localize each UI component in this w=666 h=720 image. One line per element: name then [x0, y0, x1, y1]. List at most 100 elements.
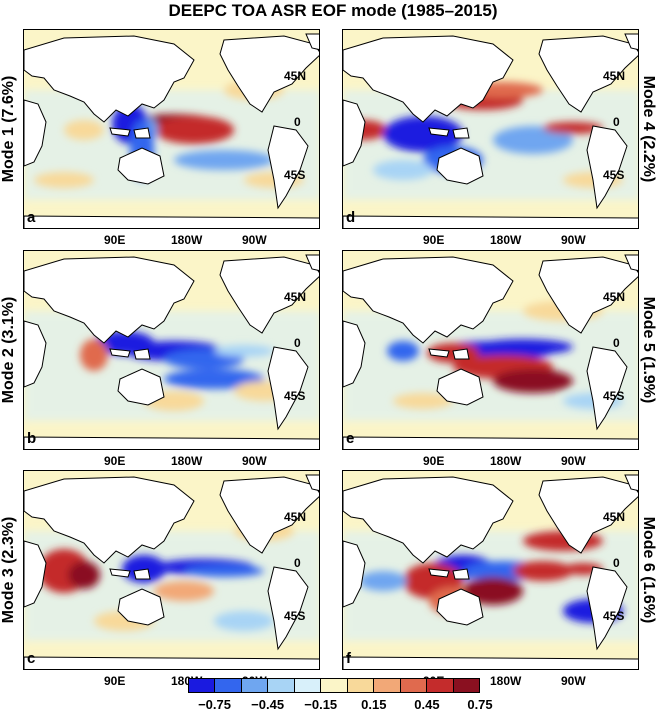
- landmass: [343, 656, 638, 669]
- landmass: [117, 368, 165, 406]
- landmass: [24, 215, 319, 228]
- landmass: [586, 346, 628, 431]
- colorbar-tick-label: −0.15: [304, 697, 338, 712]
- landmass: [24, 436, 319, 449]
- colorbar-swatch: [374, 679, 401, 692]
- landmass: [305, 474, 319, 492]
- landmass: [428, 568, 470, 580]
- landmass: [343, 99, 366, 167]
- lat-tick-label: 45N: [603, 510, 626, 524]
- map-field-b: [24, 251, 319, 449]
- panel-letter: e: [346, 430, 355, 447]
- landmass: [436, 147, 484, 185]
- landmass: [586, 125, 628, 210]
- lon-tick-label: 90E: [104, 454, 126, 468]
- landmass: [624, 33, 638, 51]
- lon-tick-label: 180W: [171, 454, 203, 468]
- mode-label: Mode 6 (1.6%): [640, 516, 657, 624]
- colorbar-swatch: [294, 679, 322, 692]
- map-e: [342, 250, 639, 450]
- figure-title: DEEPC TOA ASR EOF mode (1985–2015): [168, 1, 498, 20]
- lon-tick-label: 90W: [242, 233, 267, 247]
- lat-tick-label: 45S: [603, 168, 625, 182]
- lon-tick-label: 90W: [242, 454, 267, 468]
- lat-tick-label: 45N: [284, 69, 307, 83]
- lon-tick-label: 90W: [561, 454, 586, 468]
- landmass: [109, 127, 151, 139]
- map-b: [23, 250, 320, 450]
- mode-label: Mode 2 (3.1%): [0, 296, 17, 404]
- landmass: [343, 320, 366, 388]
- panel-letter: b: [27, 430, 37, 447]
- landmass: [109, 568, 151, 580]
- lat-tick-label: 0: [294, 336, 301, 350]
- colorbar-tick-label: −0.45: [251, 697, 285, 712]
- lat-tick-label: 45N: [603, 69, 626, 83]
- lat-tick-label: 45N: [603, 290, 626, 304]
- lon-tick-label: 90E: [423, 454, 445, 468]
- lat-tick-label: 0: [613, 556, 620, 570]
- landmass: [305, 33, 319, 51]
- landmass: [109, 348, 151, 360]
- landmass: [267, 346, 309, 431]
- mode-label: Mode 5 (1.9%): [640, 296, 657, 404]
- lat-tick-label: 45S: [603, 389, 625, 403]
- colorbar-swatch: [268, 679, 295, 692]
- map-field-e: [343, 251, 638, 449]
- landmass: [343, 35, 514, 123]
- lon-tick-label: 90W: [561, 674, 586, 688]
- landmass: [624, 254, 638, 272]
- lat-tick-label: 45N: [284, 290, 307, 304]
- lat-tick-label: 45S: [284, 389, 306, 403]
- panel-letter: c: [27, 650, 36, 667]
- mode-label: Mode 3 (2.3%): [0, 516, 17, 624]
- landmass: [343, 436, 638, 449]
- landmass: [436, 368, 484, 406]
- colorbar-swatch: [241, 679, 269, 692]
- colorbar: [188, 678, 480, 693]
- landmass: [343, 540, 366, 608]
- panel-letter: d: [346, 209, 356, 226]
- map-c: [23, 470, 320, 670]
- lat-tick-label: 45N: [284, 510, 307, 524]
- colorbar-tick-label: −0.75: [198, 697, 231, 712]
- colorbar-swatch: [347, 679, 375, 692]
- landmass: [624, 474, 638, 492]
- map-f: [342, 470, 639, 670]
- colorbar-swatch: [189, 679, 216, 692]
- lon-tick-label: 90W: [561, 233, 586, 247]
- landmass: [117, 147, 165, 185]
- lat-tick-label: 0: [613, 115, 620, 129]
- map-field-f: [343, 471, 638, 669]
- landmass: [24, 476, 195, 564]
- landmass: [305, 254, 319, 272]
- landmass: [24, 35, 195, 123]
- landmass: [267, 125, 309, 210]
- lat-tick-label: 0: [613, 336, 620, 350]
- lon-tick-label: 180W: [490, 454, 522, 468]
- colorbar-tick-label: 0.15: [361, 697, 387, 712]
- colorbar-tick-label: 0.45: [414, 697, 440, 712]
- map-a: [23, 29, 320, 229]
- lon-tick-label: 90E: [104, 233, 126, 247]
- landmass: [343, 256, 514, 344]
- map-field-a: [24, 30, 319, 228]
- colorbar-swatch: [321, 679, 348, 692]
- landmass: [428, 348, 470, 360]
- landmass: [343, 215, 638, 228]
- landmass: [436, 588, 484, 626]
- lon-tick-label: 180W: [490, 233, 522, 247]
- mode-label: Mode 1 (7.6%): [0, 75, 17, 183]
- landmass: [24, 656, 319, 669]
- lat-tick-label: 45S: [603, 609, 625, 623]
- lat-tick-label: 0: [294, 115, 301, 129]
- colorbar-swatch: [400, 679, 428, 692]
- landmass: [24, 540, 47, 608]
- colorbar-swatch: [453, 679, 479, 692]
- colorbar-tick-label: 0.75: [467, 697, 493, 712]
- landmass: [24, 256, 195, 344]
- lon-tick-label: 90E: [423, 233, 445, 247]
- lat-tick-label: 0: [294, 556, 301, 570]
- landmass: [117, 588, 165, 626]
- landmass: [343, 476, 514, 564]
